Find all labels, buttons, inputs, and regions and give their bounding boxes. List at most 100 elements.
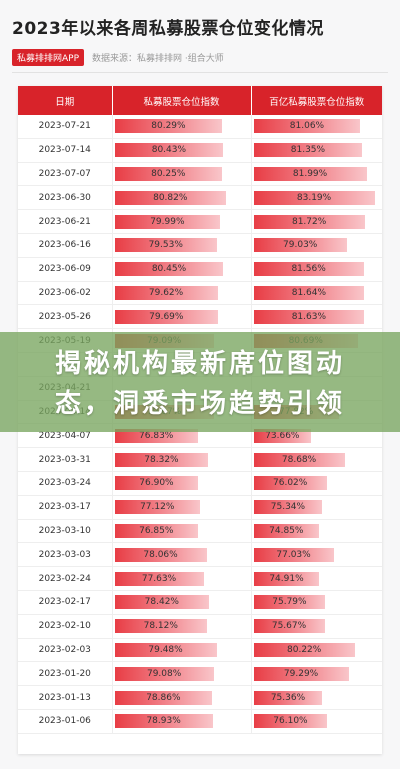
value-label: 81.35% bbox=[290, 145, 326, 156]
value-bar: 78.93% bbox=[114, 714, 213, 729]
value-bar: 81.56% bbox=[253, 262, 364, 277]
row-date: 2023-02-03 bbox=[18, 638, 113, 663]
row-date: 2023-05-26 bbox=[18, 304, 113, 330]
value-bar: 75.36% bbox=[253, 690, 323, 705]
table-row: 2023-02-24 77.63% 74.91% bbox=[18, 566, 382, 591]
table-row: 2023-05-26 79.69% 81.63% bbox=[18, 304, 382, 330]
table-row: 2023-01-20 79.08% 79.29% bbox=[18, 661, 382, 687]
row-date: 2023-02-17 bbox=[18, 590, 113, 615]
table-row: 2023-01-06 78.93% 76.10% bbox=[18, 709, 382, 734]
value-label: 78.06% bbox=[143, 549, 178, 560]
table-row: 2023-01-13 78.86% 75.36% bbox=[18, 685, 382, 710]
value-bar: 79.08% bbox=[114, 666, 214, 681]
value-bar: 80.45% bbox=[114, 262, 224, 277]
table-row: 2023-02-03 79.48% 80.22% bbox=[18, 638, 382, 663]
large-private-index-cell: 77.03% bbox=[251, 542, 382, 568]
value-label: 75.79% bbox=[272, 597, 307, 608]
private-index-cell: 77.63% bbox=[112, 566, 252, 591]
value-bar: 76.85% bbox=[114, 523, 199, 538]
value-label: 75.34% bbox=[270, 502, 306, 513]
row-date: 2023-06-21 bbox=[18, 209, 113, 234]
value-label: 76.90% bbox=[139, 478, 174, 489]
row-date: 2023-01-06 bbox=[18, 709, 113, 734]
value-bar: 77.03% bbox=[253, 547, 334, 562]
private-index-cell: 79.99% bbox=[112, 209, 252, 234]
value-bar: 78.68% bbox=[253, 452, 345, 467]
value-bar: 75.34% bbox=[253, 500, 323, 515]
row-date: 2023-02-10 bbox=[18, 614, 113, 639]
value-label: 76.83% bbox=[139, 430, 174, 441]
value-bar: 81.63% bbox=[253, 309, 365, 324]
row-date: 2023-03-31 bbox=[18, 447, 113, 472]
private-index-cell: 79.48% bbox=[112, 638, 252, 663]
value-bar: 79.53% bbox=[114, 238, 217, 253]
value-label: 78.12% bbox=[143, 621, 178, 632]
row-date: 2023-06-30 bbox=[18, 185, 113, 211]
column-header-date: 日期 bbox=[18, 86, 113, 115]
value-bar: 78.42% bbox=[114, 595, 210, 610]
value-bar: 80.22% bbox=[253, 642, 355, 657]
private-index-cell: 80.82% bbox=[112, 185, 252, 211]
value-label: 77.03% bbox=[276, 549, 311, 560]
row-date: 2023-06-09 bbox=[18, 257, 113, 282]
value-bar: 76.02% bbox=[253, 476, 327, 491]
table-row: 2023-02-17 78.42% 75.79% bbox=[18, 590, 382, 615]
value-bar: 80.82% bbox=[114, 190, 227, 205]
value-bar: 75.79% bbox=[253, 595, 326, 610]
value-bar: 78.32% bbox=[114, 452, 209, 467]
value-label: 78.42% bbox=[144, 597, 179, 608]
value-label: 76.02% bbox=[273, 478, 308, 489]
large-private-index-cell: 81.35% bbox=[251, 138, 382, 163]
large-private-index-cell: 81.06% bbox=[251, 115, 382, 139]
value-label: 80.82% bbox=[153, 192, 188, 203]
private-index-cell: 80.43% bbox=[112, 138, 252, 163]
source-bar: 私募排排网APP 数据来源：私募排排网 ·组合大师 bbox=[12, 48, 224, 66]
table-row: 2023-03-31 78.32% 78.68% bbox=[18, 447, 382, 472]
value-label: 81.64% bbox=[291, 287, 327, 298]
value-bar: 81.64% bbox=[253, 285, 365, 300]
large-private-index-cell: 76.10% bbox=[251, 709, 382, 734]
overlay-headline-line1: 揭秘机构最新席位图动 bbox=[54, 349, 345, 379]
value-label: 78.93% bbox=[146, 716, 181, 727]
value-label: 80.29% bbox=[151, 121, 186, 132]
table-row: 2023-03-03 78.06% 77.03% bbox=[18, 542, 382, 568]
large-private-index-cell: 76.02% bbox=[251, 471, 382, 496]
value-label: 80.22% bbox=[287, 644, 322, 655]
large-private-index-cell: 74.91% bbox=[251, 566, 382, 591]
private-index-cell: 80.25% bbox=[112, 162, 252, 187]
large-private-index-cell: 75.36% bbox=[251, 685, 382, 710]
large-private-index-cell: 81.63% bbox=[251, 304, 382, 330]
private-index-cell: 77.12% bbox=[112, 495, 252, 520]
value-bar: 79.29% bbox=[253, 666, 349, 681]
value-label: 79.03% bbox=[283, 240, 318, 251]
table-row: 2023-03-10 76.85% 74.85% bbox=[18, 519, 382, 544]
value-bar: 79.62% bbox=[114, 285, 218, 300]
row-date: 2023-03-17 bbox=[18, 495, 113, 520]
value-bar: 74.91% bbox=[253, 571, 320, 586]
table-row: 2023-07-21 80.29% 81.06% bbox=[18, 115, 382, 139]
divider bbox=[12, 72, 388, 73]
value-bar: 78.06% bbox=[114, 547, 207, 562]
row-date: 2023-02-24 bbox=[18, 566, 113, 591]
large-private-index-cell: 80.22% bbox=[251, 638, 382, 663]
private-index-cell: 78.06% bbox=[112, 542, 252, 568]
table-row: 2023-06-02 79.62% 81.64% bbox=[18, 281, 382, 306]
value-bar: 78.86% bbox=[114, 690, 213, 705]
value-label: 74.85% bbox=[269, 525, 304, 536]
value-label: 78.86% bbox=[146, 692, 181, 703]
row-date: 2023-07-07 bbox=[18, 162, 113, 187]
table-row: 2023-07-14 80.43% 81.35% bbox=[18, 138, 382, 163]
row-date: 2023-01-20 bbox=[18, 661, 113, 687]
overlay-headline-line2: 态，洞悉市场趋势引领 bbox=[54, 389, 345, 419]
private-index-cell: 78.12% bbox=[112, 614, 252, 639]
large-private-index-cell: 81.99% bbox=[251, 162, 382, 187]
value-label: 78.32% bbox=[144, 454, 179, 465]
value-bar: 75.67% bbox=[253, 619, 325, 634]
row-date: 2023-07-21 bbox=[18, 115, 113, 139]
value-label: 75.36% bbox=[270, 692, 306, 703]
large-private-index-cell: 75.67% bbox=[251, 614, 382, 639]
table-row: 2023-06-09 80.45% 81.56% bbox=[18, 257, 382, 282]
value-bar: 76.90% bbox=[114, 476, 199, 491]
row-date: 2023-03-03 bbox=[18, 542, 113, 568]
value-label: 79.48% bbox=[148, 644, 183, 655]
